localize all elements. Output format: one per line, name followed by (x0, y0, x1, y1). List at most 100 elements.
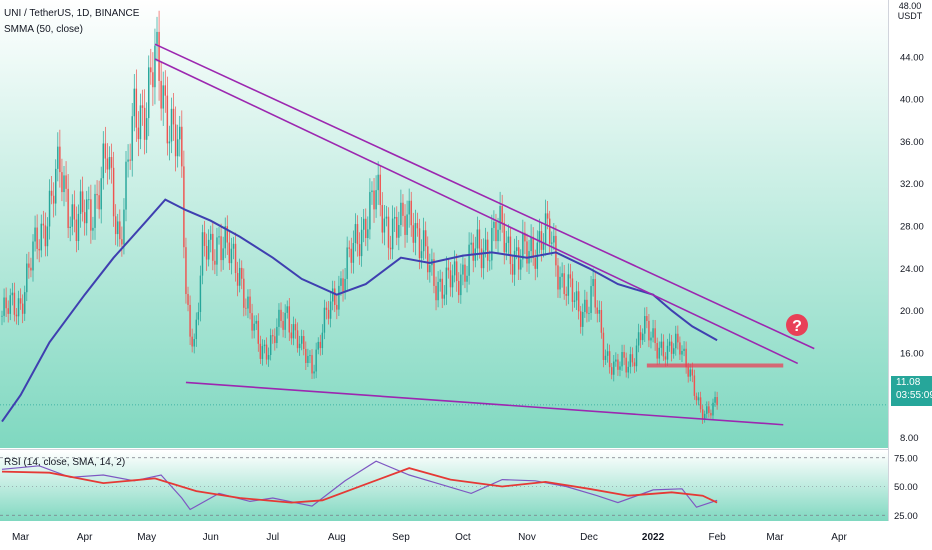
candle-body (369, 192, 371, 230)
candle-body (420, 251, 423, 259)
candle-body (67, 188, 69, 229)
currency-unit: USDT (897, 11, 923, 21)
candle-body (152, 72, 154, 88)
candle-body (393, 216, 396, 219)
candle-body (245, 307, 247, 309)
candle-body (32, 241, 34, 271)
candle-body (346, 247, 348, 279)
candle-body (708, 406, 710, 413)
candle-body (631, 354, 634, 363)
candle-body (216, 237, 218, 265)
candle-body (145, 118, 148, 140)
candle-body (50, 190, 53, 196)
candle-body (637, 332, 640, 346)
candle-body (666, 345, 669, 360)
candle-body (183, 166, 185, 248)
candle-body (714, 397, 716, 403)
candle-body (164, 85, 167, 96)
candle-body (480, 248, 483, 269)
last-price-value: 11.08 (896, 377, 921, 388)
candle-body (362, 218, 365, 230)
candle-body (112, 167, 115, 217)
candle-body (588, 312, 590, 314)
candle-body (331, 288, 334, 302)
candle-body (294, 324, 297, 331)
candle-body (114, 216, 117, 235)
candle-body (451, 275, 454, 288)
time-tick-label: Aug (328, 532, 346, 543)
candle-body (377, 174, 379, 191)
time-tick-label: Feb (709, 532, 727, 543)
rsi-tick-label: 25.00 (894, 511, 918, 522)
time-tick-label: Mar (766, 532, 784, 543)
candle-body (408, 200, 410, 215)
candle-body (321, 332, 324, 349)
candle-body (354, 224, 357, 243)
candle-body (462, 264, 464, 275)
candle-body (257, 320, 260, 344)
candle-body (137, 127, 140, 140)
candle-body (236, 273, 239, 286)
candle-body (129, 159, 131, 161)
candle-body (495, 221, 497, 242)
candle-body (176, 139, 179, 157)
symbol-legend[interactable]: UNI / TetherUS, 1D, BINANCE (4, 8, 140, 19)
candle-body (181, 126, 183, 167)
candle-body (656, 342, 658, 359)
price-tick-label: 28.00 (900, 222, 924, 233)
rsi-ma-line (1, 467, 718, 504)
candle-body (427, 246, 429, 273)
candle-body (672, 348, 675, 354)
candle-body (311, 355, 313, 374)
candle-body (106, 158, 109, 170)
candle-body (565, 294, 567, 296)
candle-body (278, 309, 280, 327)
question-marker[interactable]: ? (786, 314, 808, 336)
candle-body (598, 310, 601, 314)
candle-body (189, 304, 191, 337)
candle-body (703, 413, 706, 420)
price-tick-label: 24.00 (900, 264, 924, 275)
candle-body (230, 248, 233, 264)
candle-body (160, 80, 162, 109)
candle-body (681, 350, 683, 355)
price-tick-label: 32.00 (900, 179, 924, 190)
time-tick-label: 2022 (642, 532, 665, 543)
candle-body (567, 274, 570, 296)
candle-body (338, 285, 340, 310)
candle-body (48, 190, 51, 227)
candle-body (42, 223, 45, 226)
currency-label[interactable]: 48.00 USDT (893, 1, 927, 23)
price-tick-label: 8.00 (900, 433, 919, 444)
candle-body (511, 264, 514, 275)
price-tick-label: 16.00 (900, 348, 924, 359)
candle-body (81, 191, 84, 213)
candle-body (464, 264, 466, 282)
candle-body (222, 248, 224, 261)
candle-body (21, 303, 24, 314)
candle-body (398, 225, 400, 238)
candle-body (660, 341, 663, 348)
candle-body (629, 354, 632, 367)
candle-body (625, 357, 627, 373)
time-tick-label: Apr (831, 532, 847, 543)
candle-body (9, 295, 11, 314)
candle-body (542, 243, 545, 250)
candle-body (3, 297, 5, 316)
candle-body (445, 267, 448, 295)
candle-body (387, 216, 390, 248)
candle-body (38, 248, 40, 251)
candle-body (327, 309, 330, 319)
candle-body (590, 286, 592, 313)
candle-body (162, 85, 164, 109)
candle-body (654, 328, 656, 343)
rsi-pane-background (0, 451, 888, 521)
candle-body (650, 337, 652, 341)
rsi-legend[interactable]: RSI (14, close, SMA, 14, 2) (4, 457, 126, 468)
candle-body (288, 306, 291, 333)
candle-body (110, 157, 113, 168)
time-tick-label: May (137, 532, 156, 543)
candle-body (220, 236, 222, 261)
smma-legend[interactable]: SMMA (50, close) (4, 24, 83, 35)
